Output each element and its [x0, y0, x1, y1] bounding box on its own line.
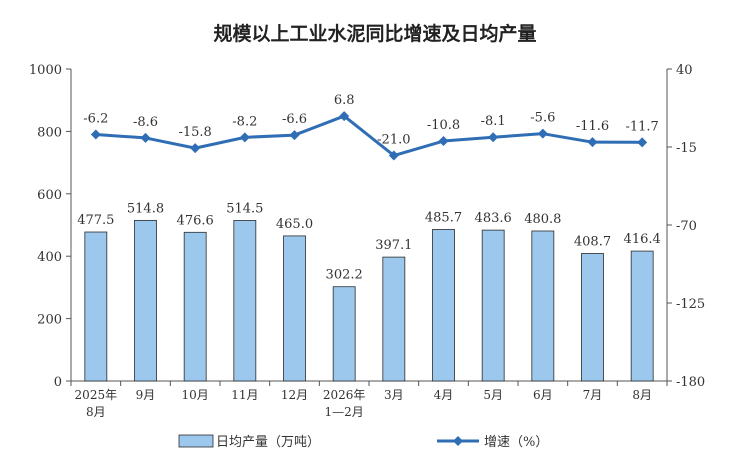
- bar-data-label: 397.1: [375, 238, 412, 253]
- bar: [581, 253, 604, 382]
- bar-series: 477.5 514.8 476.6 514.5 465.0 302.2 397.1 485.7…: [77, 201, 661, 382]
- bar: [481, 229, 505, 382]
- x-tick-label: 2026年: [323, 388, 366, 402]
- line-data-label: -6.6: [282, 112, 307, 127]
- line-data-label: -15.8: [178, 125, 211, 140]
- x-tick-label: 11月: [231, 388, 258, 402]
- bar: [382, 256, 406, 382]
- legend-line-label: 增速（%）: [484, 435, 548, 450]
- bar: [183, 231, 207, 382]
- x-tick-label: 1—2月: [325, 405, 364, 419]
- left-tick-label: 1000: [29, 63, 62, 78]
- bar: [134, 219, 157, 382]
- bar: [283, 235, 306, 382]
- x-tick-label: 12月: [281, 388, 308, 402]
- line-data-label: -8.6: [133, 115, 158, 130]
- legend: 日均产量（万吨） 增速（%）: [178, 434, 548, 450]
- legend-bar-label: 日均产量（万吨）: [216, 435, 320, 450]
- left-tick-label: 0: [54, 375, 62, 390]
- bar-data-label: 302.2: [326, 268, 363, 283]
- bar-data-label: 477.5: [77, 213, 114, 228]
- line-point: [438, 136, 449, 147]
- line-point: [537, 128, 548, 139]
- legend-bar-swatch: [178, 434, 214, 448]
- chart-title: 规模以上工业水泥同比增速及日均产量: [213, 22, 536, 45]
- x-tick-label: 2025年: [75, 388, 118, 402]
- x-tick-label: 4月: [434, 388, 454, 402]
- bar-data-label: 514.8: [127, 201, 164, 216]
- line-data-label: -11.6: [576, 119, 609, 134]
- line-point: [90, 129, 101, 140]
- left-tick-label: 200: [37, 313, 62, 328]
- x-tick-label: 6月: [533, 388, 553, 402]
- line-point: [239, 132, 250, 143]
- right-tick-label: -125: [676, 297, 705, 312]
- bar: [233, 220, 257, 382]
- x-tick-label: 8月: [86, 405, 106, 419]
- bar-data-label: 416.4: [624, 232, 661, 247]
- line-data-label: 6.8: [334, 93, 355, 108]
- line-path: [95, 114, 643, 158]
- bar-data-label: 483.6: [475, 211, 512, 226]
- bar-data-label: 514.5: [226, 201, 263, 216]
- x-tick-label: 10月: [182, 388, 209, 402]
- left-tick-label: 600: [37, 188, 62, 203]
- bar-data-label: 485.7: [425, 210, 462, 225]
- line-data-label: -11.7: [625, 119, 658, 134]
- line-point: [388, 150, 399, 161]
- bar: [84, 231, 108, 382]
- bar-data-label: 408.7: [574, 234, 611, 249]
- right-tick-label: -70: [676, 219, 697, 234]
- line-point: [190, 143, 201, 154]
- line-point: [289, 130, 300, 141]
- bar: [432, 229, 455, 382]
- line-data-label: -21.0: [377, 133, 410, 148]
- bar-data-label: 465.0: [276, 217, 313, 232]
- x-tick-label: 8月: [632, 388, 652, 402]
- line-data-label: -8.1: [481, 114, 506, 129]
- bar: [332, 286, 356, 382]
- legend-line-marker: [453, 436, 463, 446]
- left-tick-label: 400: [37, 250, 62, 265]
- bar: [531, 230, 555, 382]
- x-tick-label: 9月: [136, 388, 156, 402]
- line-data-label: -8.2: [232, 114, 257, 129]
- line-point: [140, 132, 151, 143]
- bar-data-label: 480.8: [524, 212, 561, 227]
- bar-data-label: 476.6: [177, 213, 214, 228]
- x-tick-label: 7月: [583, 388, 603, 402]
- line-series: -6.2 -8.6 -15.8 -8.2 -6.6 6.8 -21.0 -10.8 -8.1 -5…: [83, 93, 659, 161]
- left-tick-label: 800: [37, 125, 62, 140]
- right-tick-label: -15: [676, 141, 697, 156]
- x-tick-label: 5月: [483, 388, 503, 402]
- line-data-label: -5.6: [530, 111, 555, 126]
- line-data-label: -10.8: [427, 118, 460, 133]
- right-tick-label: -180: [676, 375, 705, 390]
- line-data-label: -6.2: [83, 112, 108, 127]
- axes: 0 200 400 600 800 1000 -180 -125 -70 -15 40 2025年 8月…: [29, 63, 705, 419]
- bar: [630, 250, 654, 382]
- x-tick-label: 3月: [384, 388, 404, 402]
- line-point: [488, 132, 499, 143]
- right-tick-label: 40: [676, 63, 693, 78]
- line-point: [637, 137, 648, 148]
- line-point: [339, 111, 350, 122]
- line-point: [587, 137, 598, 148]
